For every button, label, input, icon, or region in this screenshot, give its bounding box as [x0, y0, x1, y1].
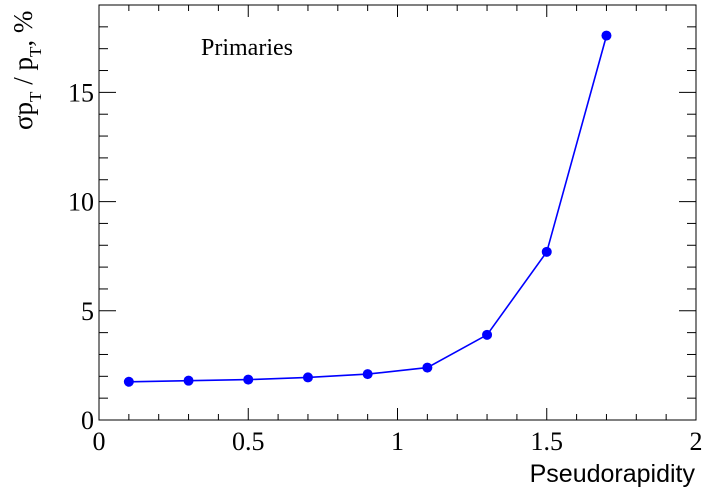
y-tick-label: 15 [68, 78, 94, 107]
data-point [482, 329, 493, 340]
x-axis-ticks [98, 5, 697, 420]
y-tick-label: 10 [68, 188, 94, 217]
x-axis-label: Pseudorapidity [530, 460, 696, 488]
x-tick-label: 0 [93, 427, 106, 456]
y-axis-ticks [99, 4, 696, 421]
x-tick-label: 1 [391, 427, 404, 456]
data-point [362, 369, 373, 380]
y-label-tail: , % [8, 11, 38, 47]
x-tick-label: 1.5 [531, 427, 564, 456]
y-axis-tick-labels: 0 5 10 15 [68, 78, 94, 435]
y-tick-label: 5 [81, 297, 94, 326]
y-tick-label: 0 [81, 406, 94, 435]
y-label-sub: T [26, 91, 45, 102]
x-tick-label: 0.5 [232, 427, 265, 456]
data-point [601, 30, 612, 41]
x-tick-label: 2 [690, 427, 703, 456]
data-point [123, 376, 134, 387]
series-line [128, 35, 608, 383]
data-point [541, 246, 552, 257]
y-label-p2: p [8, 57, 38, 71]
y-label-sep: / [8, 71, 38, 92]
data-point [243, 374, 254, 385]
y-label-sub2: T [26, 46, 45, 57]
data-point [302, 372, 313, 383]
data-point [422, 362, 433, 373]
y-label-p: p [8, 102, 38, 116]
annotation-text: Primaries [201, 35, 293, 61]
series-layer [123, 30, 612, 387]
x-axis-tick-labels: 0 0.5 1 1.5 2 [93, 427, 703, 456]
y-axis-label: σpT / pT, % [8, 11, 45, 130]
plot-frame [98, 4, 697, 421]
data-point [183, 375, 194, 386]
y-label-sigma: σ [8, 115, 38, 130]
